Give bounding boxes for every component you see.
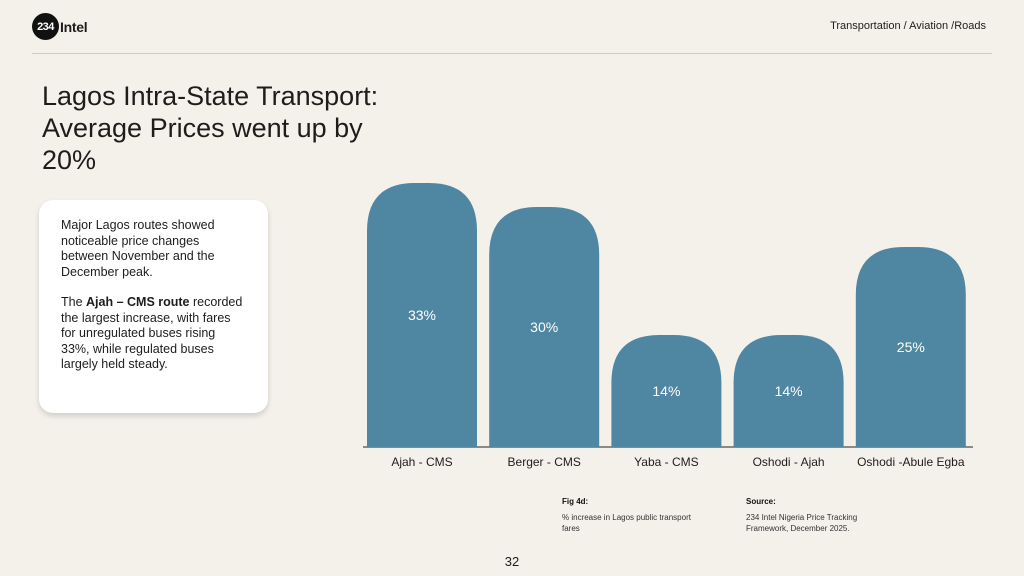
source-text: 234 Intel Nigeria Price Tracking Framewo… <box>746 513 858 533</box>
bar <box>489 207 600 447</box>
category-label: Oshodi - Ajah <box>753 455 825 469</box>
text: recorded the largest increase, with fare… <box>61 295 243 371</box>
summary-paragraph-1: Major Lagos routes showed noticeable pri… <box>61 218 215 279</box>
figure-label: Fig 4d: <box>562 497 589 506</box>
source-label: Source: <box>746 497 776 506</box>
summary-card: Major Lagos routes showed noticeable pri… <box>39 200 268 413</box>
bar <box>611 335 722 447</box>
category-label: Ajah - CMS <box>391 455 452 469</box>
category-label: Yaba - CMS <box>634 455 698 469</box>
data-label: 33% <box>408 307 436 323</box>
data-label: 25% <box>897 339 925 355</box>
category-label: Berger - CMS <box>508 455 581 469</box>
page-title: Lagos Intra-State Transport: Average Pri… <box>42 81 379 175</box>
data-label: 30% <box>530 319 558 335</box>
breadcrumb: Transportation / Aviation /Roads <box>830 20 986 32</box>
figure-caption-text: % increase in Lagos public transport far… <box>562 513 691 533</box>
summary-paragraph-2: The Ajah – CMS route recorded the larges… <box>61 295 246 373</box>
category-label: Oshodi -Abule Egba <box>857 455 965 469</box>
data-label: 14% <box>652 383 680 399</box>
source-note: Source: 234 Intel Nigeria Price Tracking… <box>746 496 886 534</box>
bar <box>367 183 477 447</box>
logo-text: Intel <box>60 18 88 35</box>
logo-mark: 234 <box>32 13 59 40</box>
logo: 234 Intel <box>32 13 88 40</box>
highlight-route: Ajah – CMS route <box>86 295 190 309</box>
bar <box>855 247 966 447</box>
header-divider <box>32 53 992 54</box>
data-label: 14% <box>775 383 803 399</box>
figure-caption: Fig 4d: % increase in Lagos public trans… <box>562 496 702 534</box>
bar <box>733 335 844 447</box>
page-number: 32 <box>504 554 520 569</box>
text: The <box>61 295 87 309</box>
